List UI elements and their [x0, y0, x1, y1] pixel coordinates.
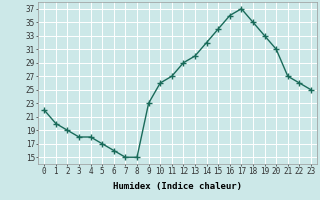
X-axis label: Humidex (Indice chaleur): Humidex (Indice chaleur)	[113, 182, 242, 191]
